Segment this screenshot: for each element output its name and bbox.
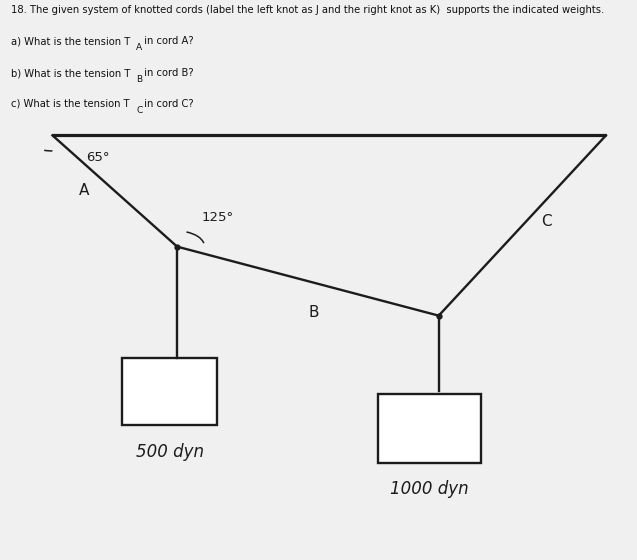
Text: c) What is the tension T: c) What is the tension T xyxy=(11,99,130,109)
Text: C: C xyxy=(541,213,552,228)
Bar xyxy=(378,394,482,463)
Text: 1000 dyn: 1000 dyn xyxy=(390,480,469,498)
Text: A: A xyxy=(136,43,143,52)
Text: 18. The given system of knotted cords (label the left knot as J and the right kn: 18. The given system of knotted cords (l… xyxy=(11,6,605,15)
Text: 125°: 125° xyxy=(201,211,234,225)
Text: b) What is the tension T: b) What is the tension T xyxy=(11,68,131,78)
Text: A: A xyxy=(79,184,90,198)
Text: B: B xyxy=(309,305,319,320)
Text: 500 dyn: 500 dyn xyxy=(136,442,204,460)
Text: 65°: 65° xyxy=(86,151,110,164)
Text: in cord C?: in cord C? xyxy=(141,99,194,109)
Bar xyxy=(122,358,217,424)
Text: B: B xyxy=(136,75,143,84)
Text: a) What is the tension T: a) What is the tension T xyxy=(11,36,131,46)
Text: in cord A?: in cord A? xyxy=(141,36,194,46)
Text: in cord B?: in cord B? xyxy=(141,68,194,78)
Text: C: C xyxy=(136,106,143,115)
